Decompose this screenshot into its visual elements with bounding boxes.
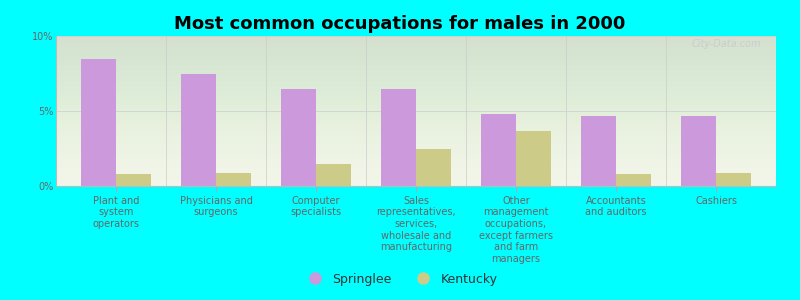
Bar [716, 172, 751, 186]
Bar [281, 88, 316, 186]
Bar [616, 174, 651, 186]
Bar [381, 88, 416, 186]
Bar [81, 58, 116, 186]
Legend: Springlee, Kentucky: Springlee, Kentucky [298, 268, 502, 291]
Text: City-Data.com: City-Data.com [692, 39, 762, 49]
Bar [581, 116, 616, 186]
Bar [416, 148, 451, 186]
Text: Most common occupations for males in 2000: Most common occupations for males in 200… [174, 15, 626, 33]
Bar [516, 130, 551, 186]
Bar [316, 164, 351, 186]
Bar [681, 116, 716, 186]
Bar [216, 172, 251, 186]
Bar [116, 174, 151, 186]
Bar [181, 74, 216, 186]
Bar [481, 114, 516, 186]
